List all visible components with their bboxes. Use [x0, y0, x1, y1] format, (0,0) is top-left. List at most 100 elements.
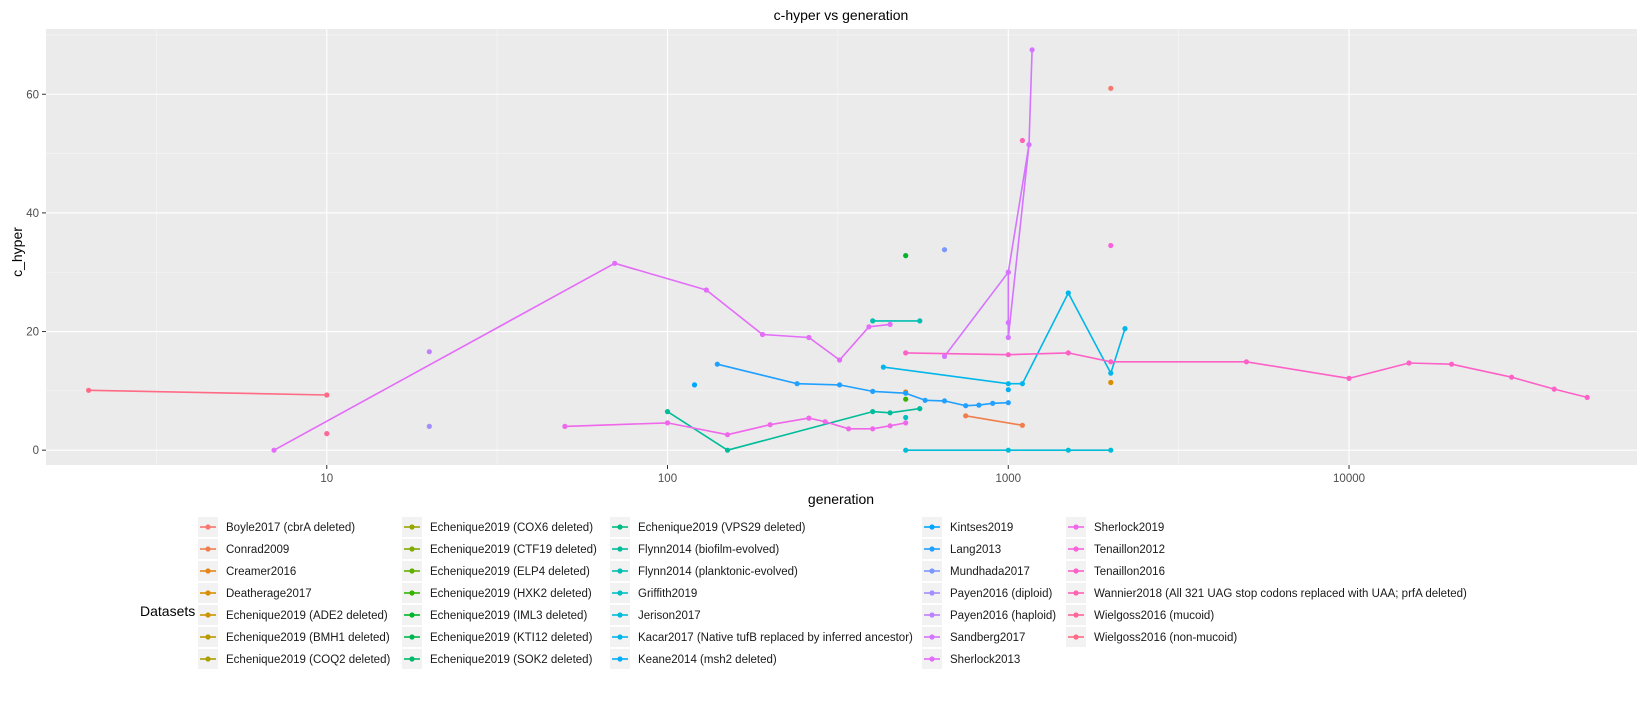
legend-key-point	[1073, 546, 1079, 552]
data-point	[691, 382, 698, 388]
legend-label: Echenique2019 (CTF19 deleted)	[430, 544, 597, 556]
data-point	[922, 397, 928, 403]
data-point	[1019, 137, 1025, 144]
legend-key-point	[617, 634, 623, 640]
legend-key-point	[929, 590, 935, 596]
legend-key-point	[1073, 612, 1079, 618]
legend-key-point	[409, 590, 415, 596]
legend-label: Echenique2019 (HXK2 deleted)	[430, 588, 592, 600]
data-point	[271, 447, 277, 453]
y-tick-label: 0	[33, 445, 39, 457]
data-point	[714, 361, 720, 367]
legend-key-point	[409, 634, 415, 640]
legend-key-point	[617, 568, 623, 574]
data-point	[903, 253, 909, 259]
data-point	[1019, 381, 1025, 387]
data-point	[1005, 400, 1011, 406]
data-point	[990, 400, 996, 406]
legend-key-point	[205, 546, 211, 552]
data-point	[903, 396, 909, 402]
data-point	[1122, 326, 1128, 332]
legend-label: Griffith2019	[638, 588, 697, 600]
data-point	[426, 349, 432, 355]
legend-label: Sherlock2013	[950, 654, 1020, 666]
data-point	[887, 321, 893, 327]
legend-key-point	[409, 612, 415, 618]
data-point	[1346, 375, 1352, 381]
data-point	[806, 334, 812, 341]
legend-label: Echenique2019 (COX6 deleted)	[430, 522, 593, 534]
legend-key-point	[617, 612, 623, 618]
legend-key-point	[617, 546, 623, 552]
data-point	[887, 423, 893, 429]
legend-key-point	[205, 634, 211, 640]
data-point	[324, 431, 330, 437]
data-point	[703, 287, 709, 293]
legend-key-point	[205, 590, 211, 596]
series-line	[883, 292, 1126, 385]
data-point	[917, 406, 923, 412]
data-point	[903, 447, 909, 453]
data-point	[822, 419, 828, 425]
data-point	[903, 390, 909, 396]
data-point	[1005, 320, 1011, 326]
data-point	[846, 426, 852, 432]
legend-key-point	[205, 656, 211, 662]
legend-label: Tenaillon2012	[1094, 544, 1165, 556]
data-point	[1005, 387, 1011, 393]
data-point	[426, 423, 432, 429]
data-point	[837, 382, 843, 388]
data-point	[1108, 242, 1114, 249]
data-point	[1108, 379, 1114, 386]
legend: Boyle2017 (cbrA deleted) Conrad2009 Creame…	[198, 517, 1467, 669]
series-layer	[86, 47, 1590, 453]
legend-label: Creamer2016	[226, 566, 296, 578]
data-point	[612, 260, 618, 266]
data-point	[941, 353, 948, 359]
y-tick-label: 40	[26, 208, 39, 220]
legend-key-point	[409, 656, 415, 662]
data-point	[870, 409, 876, 415]
legend-label: Lang2013	[950, 544, 1001, 556]
legend-label: Wannier2018 (All 321 UAG stop codons rep…	[1094, 588, 1467, 600]
plot-panel	[46, 29, 1637, 465]
data-point	[1005, 269, 1011, 275]
legend-key-point	[409, 524, 415, 530]
legend-label: Payen2016 (haploid)	[950, 610, 1056, 622]
x-axis-title: generation	[808, 491, 874, 507]
legend-label: Echenique2019 (VPS29 deleted)	[638, 522, 806, 534]
series-line	[965, 415, 1023, 427]
legend-label: Echenique2019 (ELP4 deleted)	[430, 566, 590, 578]
legend-label: Conrad2009	[226, 544, 289, 556]
data-point	[941, 247, 948, 253]
legend-key-point	[409, 568, 415, 574]
legend-title: Datasets	[140, 603, 195, 619]
data-point	[767, 422, 773, 428]
legend-label: Kacar2017 (Native tufB replaced by infer…	[638, 632, 913, 644]
series-line	[88, 389, 327, 396]
data-point	[1005, 447, 1011, 453]
data-point	[963, 413, 969, 419]
series-line	[564, 417, 906, 436]
data-point	[870, 388, 876, 394]
data-point	[903, 414, 909, 421]
x-tick-label: 10	[320, 473, 333, 485]
data-point	[1449, 361, 1455, 367]
y-axis-title: c_hyper	[9, 227, 25, 277]
data-point	[794, 381, 800, 387]
data-point	[759, 331, 766, 338]
legend-key-point	[1073, 590, 1079, 596]
data-point	[1005, 334, 1011, 341]
data-point	[1065, 350, 1071, 356]
legend-key-point	[617, 590, 623, 596]
legend-key-point	[205, 524, 211, 530]
data-point	[1584, 394, 1590, 400]
data-point	[1108, 447, 1114, 453]
legend-label: Sherlock2019	[1094, 522, 1164, 534]
data-point	[806, 415, 812, 421]
legend-key-point	[205, 612, 211, 618]
legend-key-point	[929, 568, 935, 574]
legend-label: Echenique2019 (SOK2 deleted)	[430, 654, 593, 666]
legend-label: Wielgoss2016 (mucoid)	[1094, 610, 1214, 622]
